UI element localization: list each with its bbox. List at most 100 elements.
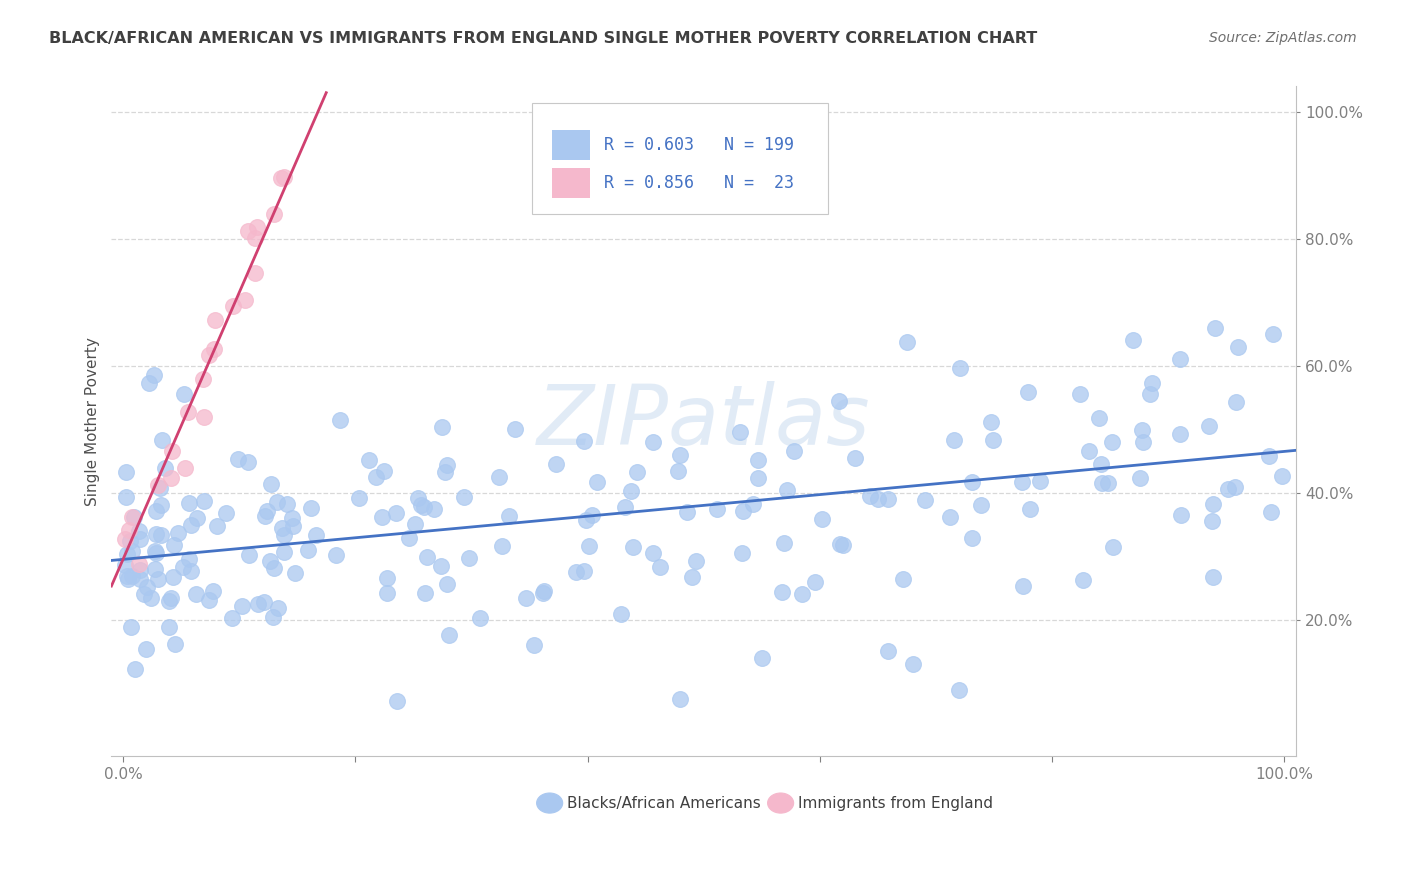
Point bbox=[877, 491, 900, 506]
Point bbox=[191, 372, 214, 386]
Point bbox=[193, 493, 215, 508]
Point bbox=[706, 501, 728, 516]
Point bbox=[468, 611, 491, 625]
Point bbox=[1225, 394, 1247, 409]
Point bbox=[1168, 352, 1191, 367]
Point bbox=[329, 413, 352, 427]
Point bbox=[145, 526, 167, 541]
Point bbox=[281, 511, 304, 525]
Point bbox=[669, 692, 692, 706]
Point bbox=[491, 540, 513, 554]
Point bbox=[432, 420, 454, 434]
Point bbox=[266, 495, 288, 509]
Point bbox=[1018, 502, 1040, 516]
Point bbox=[238, 549, 260, 563]
Point bbox=[115, 466, 138, 480]
Point bbox=[157, 594, 180, 608]
Point bbox=[186, 587, 208, 601]
Point bbox=[436, 577, 458, 591]
Point bbox=[1011, 475, 1033, 490]
Point bbox=[1216, 482, 1239, 496]
Point bbox=[231, 599, 253, 613]
Point bbox=[375, 571, 398, 585]
Point bbox=[578, 539, 600, 553]
Text: Immigrants from England: Immigrants from England bbox=[799, 796, 994, 811]
Point bbox=[728, 425, 751, 440]
Point bbox=[610, 607, 633, 621]
Point bbox=[896, 335, 918, 350]
Point bbox=[643, 546, 665, 560]
Point bbox=[180, 564, 202, 578]
Point bbox=[276, 497, 298, 511]
Point bbox=[948, 682, 970, 697]
Point bbox=[148, 477, 170, 491]
Point bbox=[180, 517, 202, 532]
Point bbox=[138, 376, 160, 391]
Point bbox=[114, 532, 136, 546]
Point bbox=[620, 484, 643, 499]
Point bbox=[453, 490, 475, 504]
Point bbox=[626, 466, 648, 480]
Point bbox=[204, 313, 226, 327]
Point bbox=[949, 361, 972, 376]
Point bbox=[221, 610, 243, 624]
Point bbox=[668, 448, 690, 462]
Point bbox=[498, 508, 520, 523]
Point bbox=[160, 443, 183, 458]
Point bbox=[1012, 579, 1035, 593]
Point bbox=[943, 433, 966, 447]
Point bbox=[488, 470, 510, 484]
Point bbox=[1091, 476, 1114, 491]
Point bbox=[256, 504, 278, 518]
Point bbox=[375, 586, 398, 600]
Point bbox=[981, 433, 1004, 447]
Point bbox=[273, 528, 295, 542]
Point bbox=[828, 393, 851, 408]
Point bbox=[572, 564, 595, 578]
Point bbox=[876, 644, 898, 658]
Point bbox=[120, 619, 142, 633]
Point bbox=[118, 534, 141, 549]
Point bbox=[770, 585, 793, 599]
Point bbox=[747, 471, 769, 485]
Point bbox=[960, 532, 983, 546]
Point bbox=[222, 299, 245, 313]
Point bbox=[776, 483, 799, 498]
Point bbox=[142, 368, 165, 383]
Point bbox=[747, 452, 769, 467]
Point bbox=[572, 434, 595, 448]
Point bbox=[299, 501, 322, 516]
Point bbox=[866, 491, 889, 506]
Point bbox=[1090, 457, 1112, 471]
Point bbox=[281, 519, 304, 533]
Point bbox=[564, 566, 586, 580]
Point bbox=[914, 492, 936, 507]
Point bbox=[406, 491, 429, 505]
Point bbox=[153, 460, 176, 475]
Point bbox=[160, 471, 183, 485]
Point bbox=[641, 435, 664, 450]
Ellipse shape bbox=[537, 793, 562, 814]
Point bbox=[263, 207, 285, 221]
Point bbox=[613, 500, 636, 514]
Point bbox=[1129, 471, 1152, 485]
Point bbox=[398, 531, 420, 545]
Point bbox=[121, 510, 143, 524]
Point bbox=[1258, 449, 1281, 463]
Point bbox=[122, 510, 145, 524]
Point bbox=[832, 538, 855, 552]
Point bbox=[128, 558, 150, 572]
Point bbox=[773, 536, 796, 550]
Point bbox=[284, 566, 307, 580]
Bar bbox=[553, 130, 591, 160]
Point bbox=[433, 465, 456, 479]
Point bbox=[404, 516, 426, 531]
Point bbox=[1139, 387, 1161, 401]
Text: Source: ZipAtlas.com: Source: ZipAtlas.com bbox=[1209, 31, 1357, 45]
Point bbox=[132, 587, 155, 601]
Point bbox=[685, 553, 707, 567]
Point bbox=[270, 171, 292, 186]
Point bbox=[901, 657, 924, 672]
Point bbox=[1170, 508, 1192, 522]
Point bbox=[783, 444, 806, 458]
